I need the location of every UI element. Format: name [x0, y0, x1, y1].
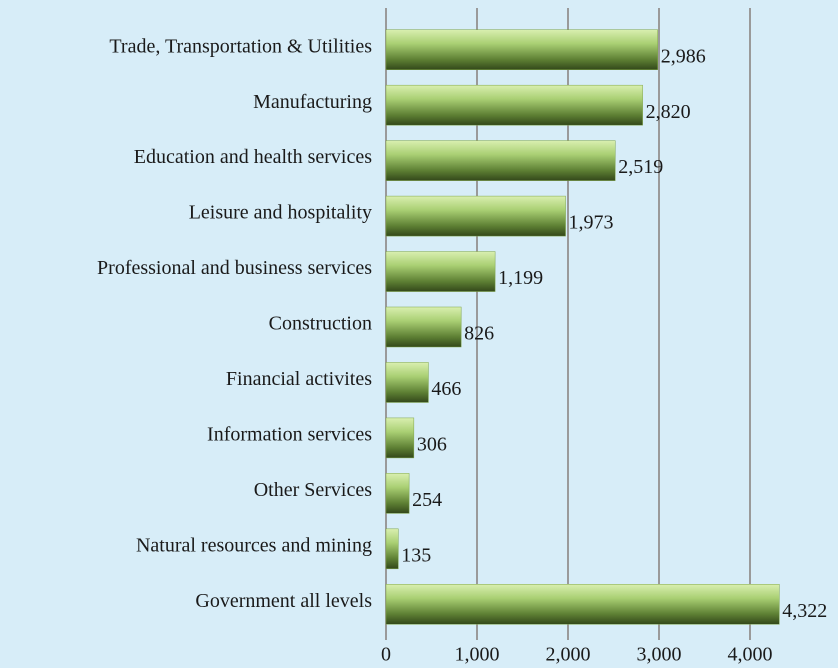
x-tick-label: 2,000 [546, 644, 591, 666]
value-label: 1,973 [569, 212, 614, 234]
value-label: 306 [417, 434, 447, 456]
value-label: 254 [412, 489, 442, 511]
y-tick-label: Trade, Transportation & Utilities [109, 35, 372, 57]
bar [385, 140, 616, 181]
bar [385, 306, 462, 348]
y-tick-label: Leisure and hospitality [189, 202, 372, 224]
y-tick-label: Professional and business services [97, 257, 372, 279]
y-tick-label: Information services [207, 424, 372, 446]
value-label: 466 [431, 378, 461, 400]
value-label: 2,519 [618, 156, 663, 178]
bar [385, 473, 410, 514]
value-label: 826 [464, 323, 494, 345]
bar [385, 251, 496, 292]
y-tick-label: Manufacturing [253, 91, 372, 113]
value-label: 2,820 [646, 101, 691, 123]
x-tick-label: 3,000 [637, 644, 682, 666]
value-label: 2,986 [661, 45, 706, 67]
x-tick-label: 4,000 [728, 644, 773, 666]
x-tick-label: 1,000 [455, 644, 500, 666]
bar [385, 84, 643, 126]
value-label: 135 [401, 544, 431, 566]
y-tick-label: Other Services [254, 479, 373, 501]
y-tick-label: Education and health services [134, 146, 372, 168]
x-tick-label: 0 [381, 644, 391, 666]
bar [385, 362, 429, 403]
bar [385, 29, 658, 70]
bar [385, 584, 780, 625]
y-tick-label: Financial activites [226, 368, 372, 390]
value-label: 4,322 [782, 600, 827, 622]
y-tick-label: Natural resources and mining [136, 534, 372, 556]
bar [385, 195, 566, 237]
y-tick-label: Construction [269, 313, 372, 335]
value-label: 1,199 [498, 267, 543, 289]
y-tick-label: Government all levels [195, 590, 372, 612]
bar [385, 417, 415, 459]
bar [385, 528, 399, 570]
